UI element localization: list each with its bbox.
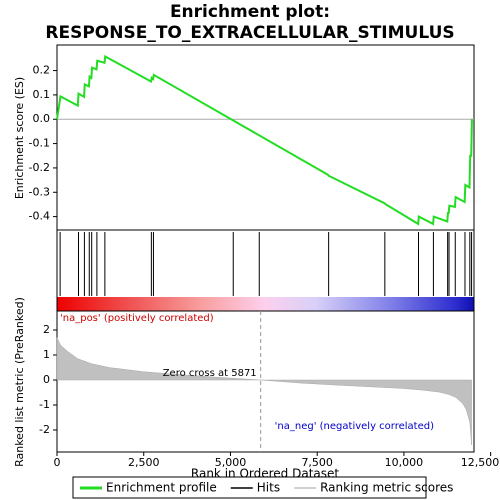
annotation: 'na_neg' (negatively correlated) [275,421,434,432]
legend-label: Hits [257,481,280,495]
y-tick-label: -1 [39,398,50,411]
x-tick-label: 2,500 [128,456,160,469]
x-tick-label: 5,000 [215,456,247,469]
y-axis-label: Ranked list metric (PreRanked) [13,297,26,467]
panel-frame [56,310,475,453]
chart-title: RESPONSE_TO_EXTRACELLULAR_STIMULUS [45,23,454,43]
y-tick-label: -0.4 [29,210,50,223]
x-tick-label: 0 [54,456,61,469]
annotation: Zero cross at 5871 [163,368,257,379]
y-tick-label: 2 [43,323,50,336]
legend-label: Enrichment profile [106,481,217,495]
x-tick-label: 10,000 [385,456,424,469]
panel-frame [56,44,475,231]
y-tick-label: -0.2 [29,161,50,174]
x-tick-label: 7,500 [301,456,333,469]
y-tick-label: -0.1 [29,137,50,150]
y-tick-label: 0.0 [33,112,51,125]
color-bar [57,297,474,311]
annotation: 'na_pos' (positively correlated) [60,313,214,324]
metric-area [56,337,472,446]
enrichment-line [56,54,473,226]
chart-title: Enrichment plot: [170,2,330,22]
y-tick-label: 1 [43,348,50,361]
y-tick-label: 0 [43,373,50,386]
y-tick-label: 0.2 [33,64,51,77]
y-tick-label: 0.1 [33,88,51,101]
x-tick-label: 12,500 [461,456,500,469]
y-tick-label: -2 [39,423,50,436]
legend-label: Ranking metric scores [320,481,453,495]
y-axis-label: Enrichment score (ES) [13,77,26,199]
y-tick-label: -0.3 [29,185,50,198]
